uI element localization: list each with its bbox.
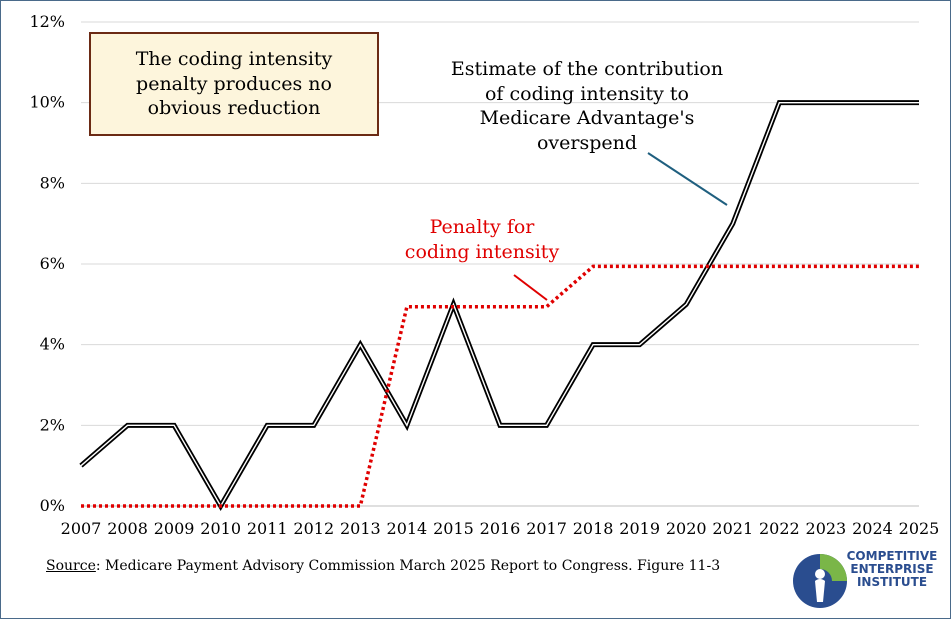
- y-tick-label: 4%: [40, 335, 65, 354]
- source-note: Source: Medicare Payment Advisory Commis…: [46, 558, 720, 574]
- y-tick-label: 6%: [40, 254, 65, 273]
- x-tick-label: 2014: [387, 519, 428, 538]
- x-tick-label: 2008: [107, 519, 148, 538]
- x-tick-label: 2012: [293, 519, 334, 538]
- y-tick-label: 12%: [29, 12, 65, 31]
- logo-line-2: ENTERPRISE: [850, 562, 934, 576]
- series-line-coding-estimate: [79, 100, 919, 512]
- y-tick-label: 8%: [40, 173, 65, 192]
- black-annotation-leader: [647, 152, 728, 206]
- x-tick-label: 2007: [61, 519, 102, 538]
- logo-wordmark: COMPETITIVE ENTERPRISE INSTITUTE: [840, 550, 944, 589]
- source-label: Source: [46, 558, 96, 574]
- black-series-annotation: Estimate of the contribution of coding i…: [450, 58, 724, 155]
- x-tick-label: 2022: [759, 519, 800, 538]
- x-tick-label: 2023: [806, 519, 847, 538]
- y-tick-label: 0%: [40, 496, 65, 515]
- logo-line-3: INSTITUTE: [856, 575, 928, 589]
- y-axis-ticks: 0% 2% 4% 6% 8% 10% 12%: [29, 12, 65, 515]
- x-tick-label: 2024: [852, 519, 893, 538]
- logo-line-1: COMPETITIVE: [846, 549, 938, 563]
- x-tick-label: 2020: [666, 519, 707, 538]
- source-text: : Medicare Payment Advisory Commission M…: [95, 558, 721, 574]
- cei-logo: COMPETITIVE ENTERPRISE INSTITUTE: [792, 550, 942, 610]
- callout-box: The coding intensity penalty produces no…: [89, 32, 379, 136]
- x-tick-label: 2010: [200, 519, 241, 538]
- red-series-annotation: Penalty for coding intensity: [404, 216, 560, 263]
- red-annotation-leader: [513, 274, 548, 301]
- x-tick-label: 2013: [340, 519, 381, 538]
- x-tick-label: 2009: [154, 519, 195, 538]
- x-tick-label: 2019: [619, 519, 660, 538]
- y-tick-label: 2%: [40, 415, 65, 434]
- annotation-leaders: [513, 152, 728, 301]
- series-line-coding-estimate-inner: [80, 101, 919, 508]
- x-tick-label: 2025: [899, 519, 940, 538]
- x-tick-label: 2018: [573, 519, 614, 538]
- series-line-penalty: [81, 264, 919, 508]
- logo-emblem-icon: [793, 554, 847, 608]
- x-tick-label: 2011: [247, 519, 288, 538]
- series-lines: [79, 100, 919, 512]
- y-tick-label: 10%: [29, 93, 65, 112]
- x-tick-label: 2021: [712, 519, 753, 538]
- x-axis-ticks: 2007 2008 2009 2010 2011 2012 2013 2014 2015 2016…: [61, 519, 940, 538]
- x-tick-label: 2016: [480, 519, 521, 538]
- x-tick-label: 2015: [433, 519, 474, 538]
- x-tick-label: 2017: [526, 519, 567, 538]
